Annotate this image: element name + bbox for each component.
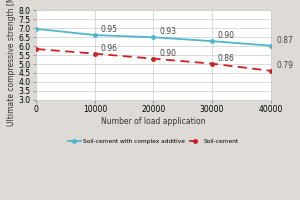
Text: 0.90: 0.90 bbox=[218, 31, 235, 40]
Text: 0.95: 0.95 bbox=[100, 25, 118, 34]
Text: 0.96: 0.96 bbox=[100, 44, 118, 53]
Legend: Soil-cement with complex additive, Soil-cement: Soil-cement with complex additive, Soil-… bbox=[66, 137, 241, 147]
Text: 0.93: 0.93 bbox=[159, 27, 176, 36]
Y-axis label: Ultimate compressive strength [MPa]: Ultimate compressive strength [MPa] bbox=[7, 0, 16, 126]
X-axis label: Number of load application: Number of load application bbox=[101, 117, 206, 126]
Text: 0.79: 0.79 bbox=[276, 61, 293, 70]
Text: 0.86: 0.86 bbox=[218, 54, 234, 63]
Text: 0.87: 0.87 bbox=[276, 36, 293, 45]
Text: 0.90: 0.90 bbox=[159, 49, 176, 58]
